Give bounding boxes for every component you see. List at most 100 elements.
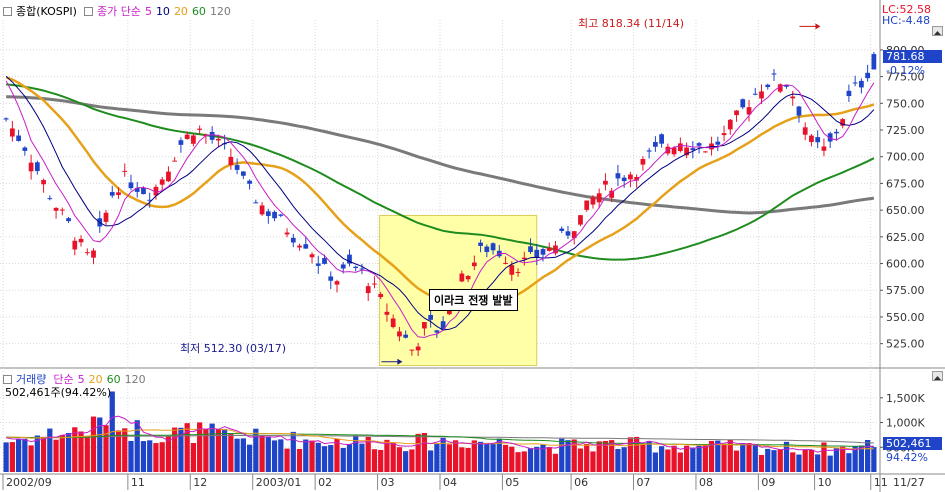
volume-bar [303,439,309,472]
volume-bar [315,442,321,472]
candle-body [272,211,277,219]
volume-bar [290,431,296,472]
candle-body [596,193,602,203]
volume-bar [228,434,234,472]
lc-label: LC:52.58 [882,3,932,16]
volume-bar [808,449,815,472]
volume-scroll-up-button[interactable] [932,371,943,381]
volume-bar [490,443,496,472]
price-tick-label: 675.00 [886,177,925,190]
volume-bar [615,448,621,472]
volume-bar [683,445,690,472]
candle-body [284,232,290,235]
candle-body [702,151,708,153]
candle-body [397,331,402,337]
volume-bar [815,454,821,472]
candle-body [734,110,739,116]
vol-ma60-label: 60 [106,372,121,386]
vol-ma120-line [6,435,874,444]
candle-body [253,202,259,204]
volume-bar [840,446,846,472]
scroll-up-button[interactable] [932,26,943,36]
price-tick-label: 775.00 [886,71,925,84]
volume-bar [671,445,677,472]
volume-bar [284,448,290,472]
square-icon [3,6,12,16]
x-tick-label: 11 [874,476,888,489]
candle-body [478,242,483,246]
candle-body [178,140,184,145]
candle-body [434,330,440,333]
volume-bar [3,442,9,472]
volume-bar [197,422,203,472]
candle-body [559,228,565,231]
volume-bar [265,436,271,472]
candle-body [796,106,802,116]
square-icon [3,374,12,384]
volume-bar [565,440,571,472]
candle-body [184,134,190,140]
candle-body [790,96,796,99]
candle-body [621,177,627,182]
x-tick-label: 11/27 [893,476,925,489]
candle-body [584,200,590,210]
candle-body [191,135,196,144]
candle-body [865,72,871,79]
candle-body [340,264,346,269]
candle-body [671,147,677,155]
candle-body [534,249,540,258]
candle-body [47,198,53,200]
candle-body [166,171,171,182]
volume-bar [278,439,284,472]
candle-body [422,322,427,329]
volume-bar [34,435,40,472]
volume-bar [346,444,353,472]
volume-bar [396,447,403,472]
candle-body [22,147,28,151]
candle-body [28,162,34,172]
vol-ma5-line [6,415,874,453]
volume-bar [184,423,190,472]
current-volume-pct: 94.42% [886,451,928,464]
candle-body [297,245,302,248]
price-tick-label: 700.00 [886,151,925,164]
x-tick-label: 06 [574,476,588,489]
candle-body [484,246,490,253]
ma5-line [5,80,875,339]
candle-body [359,268,365,270]
candle-body [103,212,109,222]
candle-body [347,254,352,264]
volume-bar [234,438,240,472]
volume-bar [746,443,752,472]
volume-bar [627,437,634,472]
price-tick-label: 575.00 [886,284,925,297]
candle-body [428,314,434,320]
volume-bar [821,442,827,472]
volume-bar [246,444,253,472]
price-header: 종합(KOSPI) 종가 단순 5 10 20 60 120 [3,3,231,19]
volume-bar [521,451,527,472]
volume-bar [702,444,708,472]
candle-body [384,311,390,315]
volume-bar [577,448,584,472]
candle-body [815,137,821,143]
price-tick-label: 600.00 [886,258,925,271]
candle-body [528,246,533,252]
candle-body [53,207,59,211]
candle-body [565,231,571,236]
candle-body [265,211,271,216]
volume-bar [733,450,740,472]
candle-body [827,133,833,142]
volume-bar [421,432,428,472]
volume-bar [340,447,346,472]
candle-body [715,141,721,145]
candle-body [690,148,696,151]
candle-body [415,346,421,351]
ma120-line [6,95,875,215]
volume-bar [147,440,153,472]
volume-bar [90,416,97,472]
x-tick-label: 04 [443,476,457,489]
volume-bar [621,447,627,472]
candle-body [353,266,359,268]
